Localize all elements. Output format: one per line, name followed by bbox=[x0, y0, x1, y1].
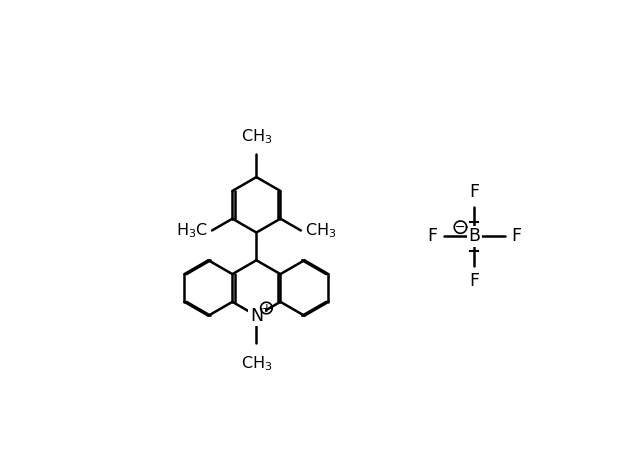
Text: F: F bbox=[511, 227, 521, 245]
Text: −: − bbox=[455, 221, 466, 234]
Text: F: F bbox=[428, 227, 437, 245]
Text: F: F bbox=[469, 272, 479, 290]
Text: CH$_3$: CH$_3$ bbox=[241, 354, 272, 373]
Text: F: F bbox=[469, 183, 479, 201]
Text: CH$_3$: CH$_3$ bbox=[305, 221, 336, 240]
Text: CH$_3$: CH$_3$ bbox=[241, 127, 272, 146]
Text: N: N bbox=[250, 307, 263, 325]
Text: B: B bbox=[468, 227, 480, 245]
Text: H$_3$C: H$_3$C bbox=[176, 221, 208, 240]
Text: +: + bbox=[262, 302, 271, 315]
